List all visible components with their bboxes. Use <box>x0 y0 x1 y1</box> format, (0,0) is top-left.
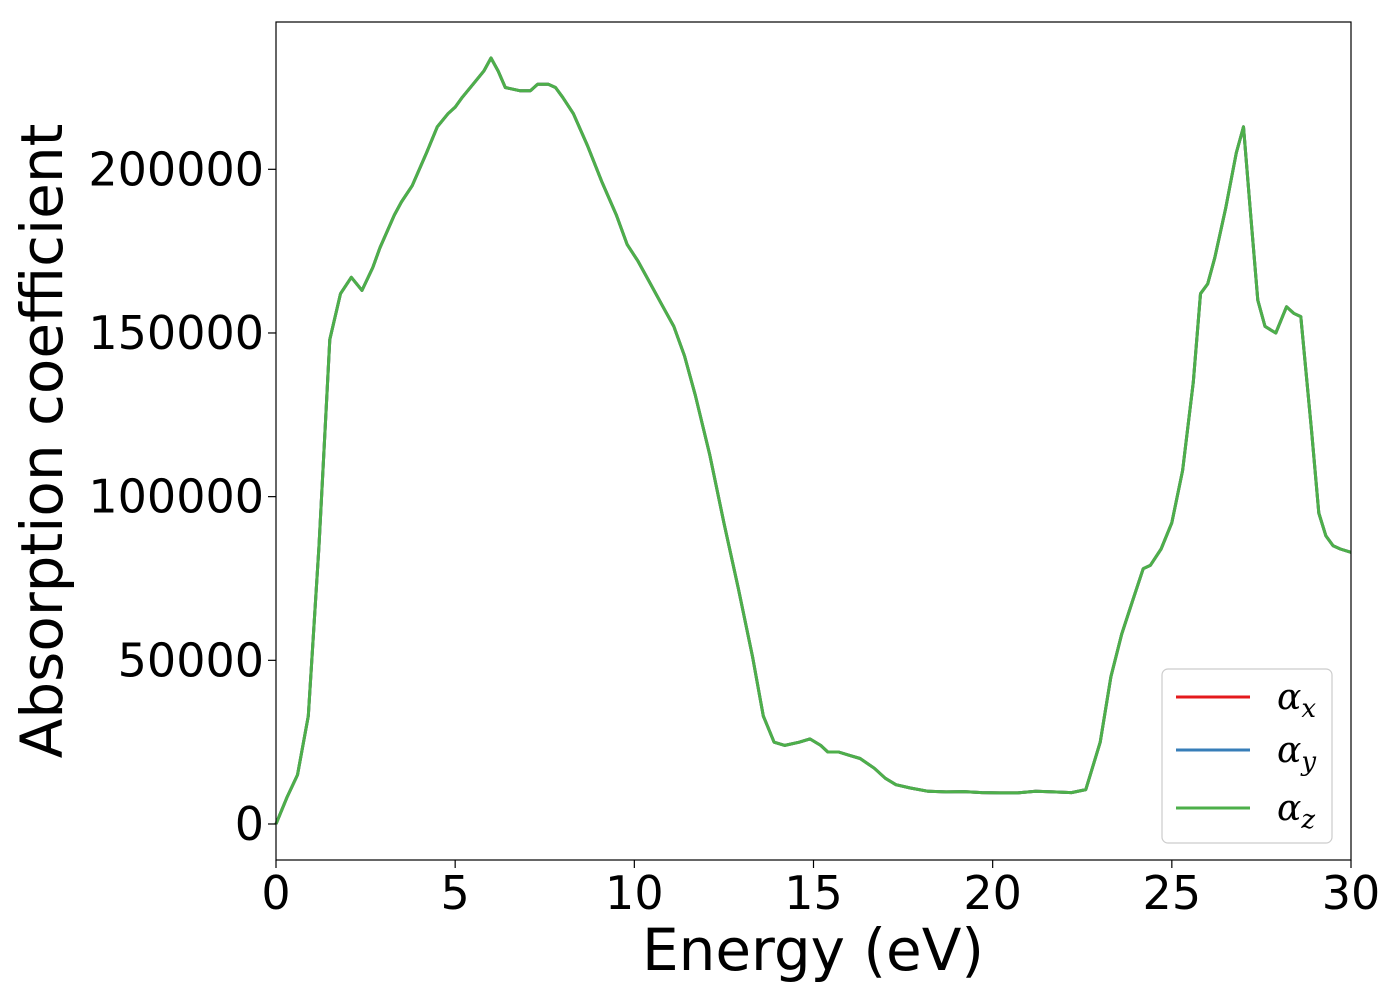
legend-box <box>1161 668 1333 844</box>
y-axis-label: Absorption coefficient <box>8 124 76 759</box>
y-tick-label: 50000 <box>118 633 264 687</box>
x-tick-label: 0 <box>261 866 290 920</box>
legend-label-x: αx <box>1277 677 1316 724</box>
x-tick-label: 15 <box>784 866 843 920</box>
x-tick-label: 25 <box>1143 866 1202 920</box>
x-tick-label: 30 <box>1322 866 1381 920</box>
series-line-z <box>274 56 1352 825</box>
legend-label-y: αy <box>1277 730 1316 777</box>
y-tick-label: 100000 <box>88 470 264 524</box>
y-axis-ticks: 0 50000 100000 150000 200000 <box>88 142 276 851</box>
x-tick-label: 10 <box>605 866 664 920</box>
x-axis-label: Energy (eV) <box>642 916 984 984</box>
y-tick-label: 150000 <box>88 306 264 360</box>
y-tick-label: 0 <box>235 797 264 851</box>
x-tick-label: 20 <box>963 866 1022 920</box>
x-tick-label: 5 <box>441 866 470 920</box>
x-axis-ticks: 0 5 10 15 20 25 30 <box>261 860 1380 920</box>
series-layer <box>274 56 1352 825</box>
y-tick-label: 200000 <box>88 142 264 196</box>
